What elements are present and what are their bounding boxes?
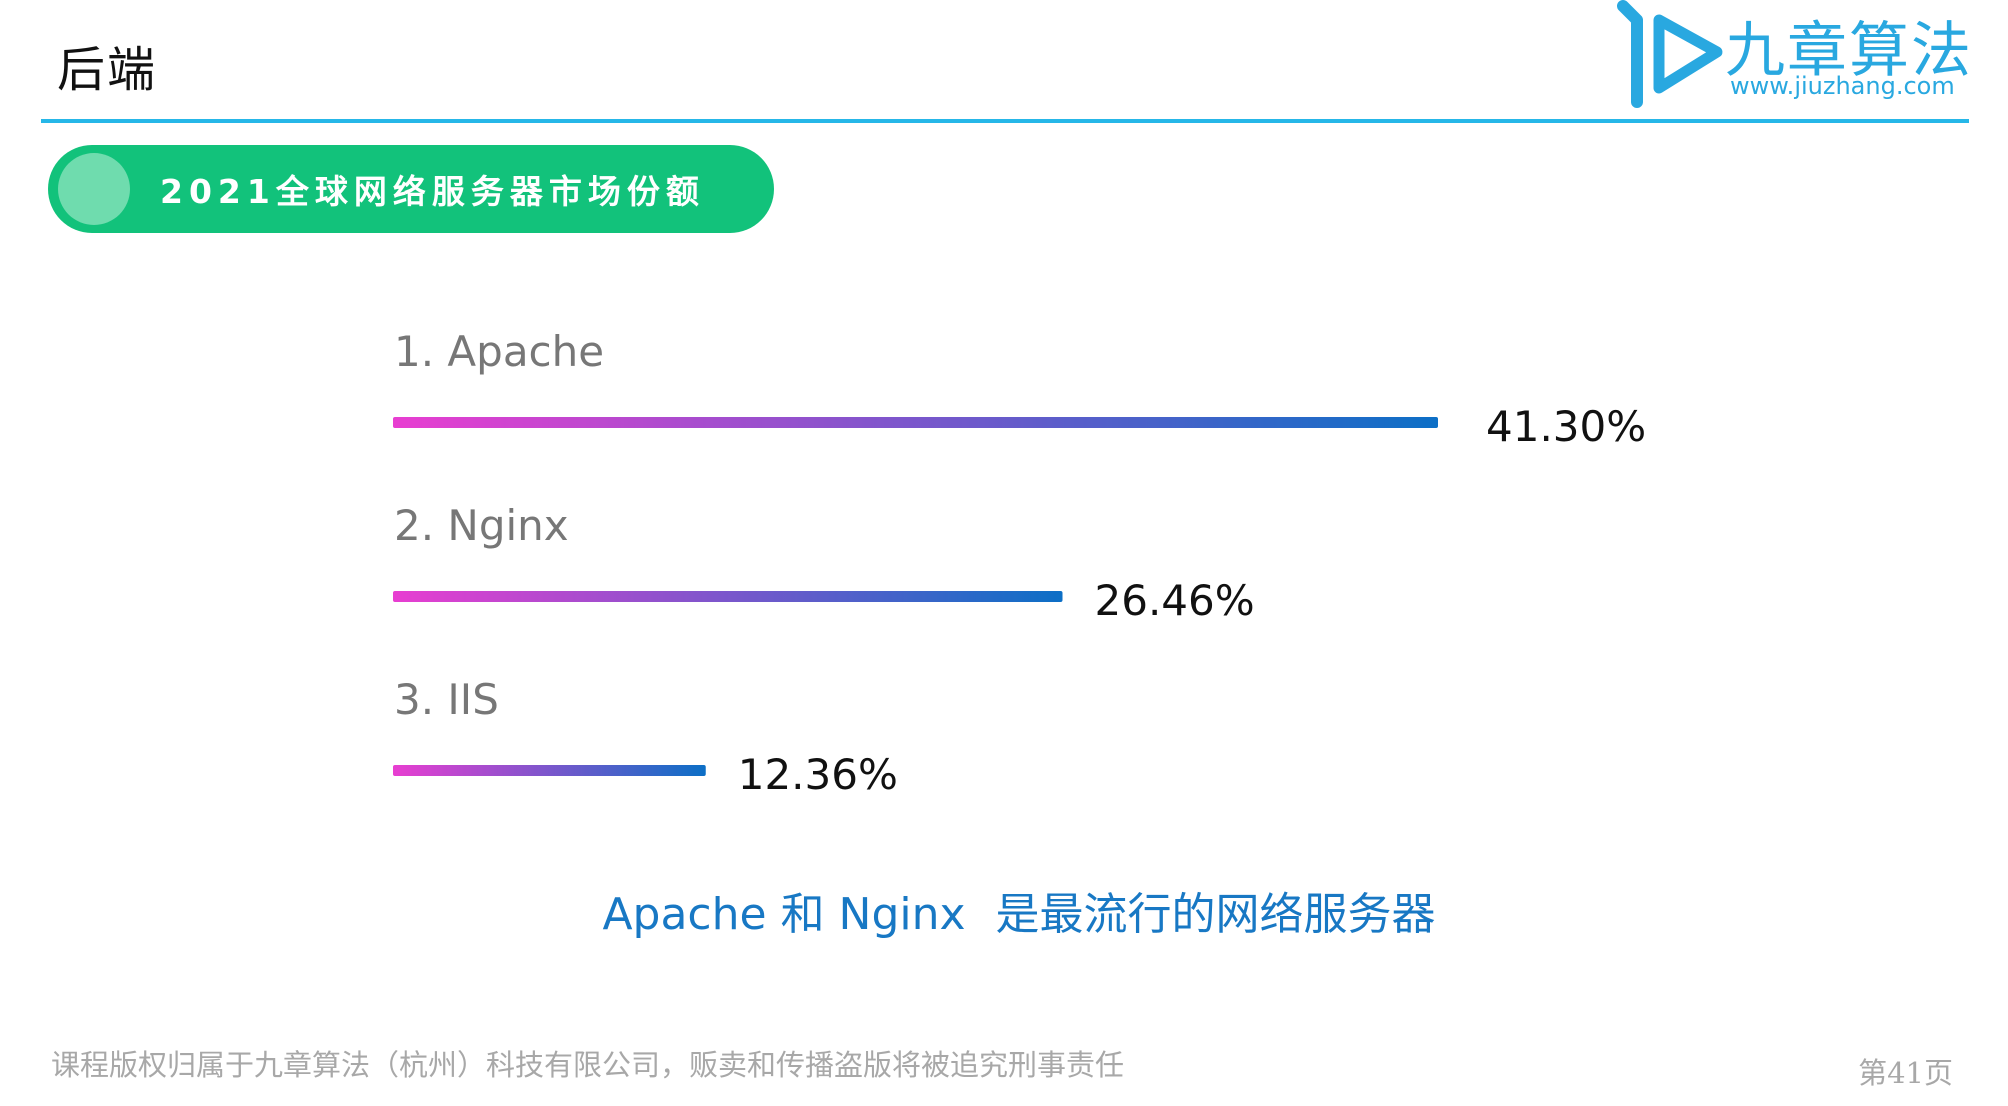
header-divider — [41, 119, 1969, 123]
logo-name: 九章算法 — [1725, 16, 1973, 86]
bar-category-label: 1. Apache — [394, 327, 604, 376]
pill-dot-icon — [58, 153, 130, 225]
bar-value-label: 26.46% — [1095, 576, 1255, 625]
brand-logo: 九章算法 www.jiuzhang.com — [1615, 0, 1975, 110]
bar-category-label: 3. IIS — [394, 675, 499, 724]
logo-mark-icon — [1617, 0, 1723, 108]
logo-url: www.jiuzhang.com — [1730, 72, 1955, 100]
conclusion-text: Apache 和 Nginx 是最流行的网络服务器 — [0, 878, 2008, 942]
section-heading: 2021全球网络服务器市场份额 — [48, 145, 774, 233]
bar — [393, 591, 1063, 602]
bar-value-label: 41.30% — [1486, 402, 1646, 451]
section-heading-label: 2021全球网络服务器市场份额 — [160, 172, 705, 211]
bar-value-label: 12.36% — [738, 750, 898, 799]
bar — [393, 417, 1438, 428]
copyright-notice: 课程版权归属于九章算法（杭州）科技有限公司，贩卖和传播盗版将被追究刑事责任 — [51, 1048, 1125, 1082]
bar — [393, 765, 706, 776]
conclusion-part-1: Apache 和 Nginx — [602, 889, 966, 940]
page-number: 第41页 — [1858, 1056, 1953, 1090]
conclusion-part-2: 是最流行的网络服务器 — [995, 889, 1436, 940]
bar-category-label: 2. Nginx — [394, 501, 569, 550]
page-title: 后端 — [57, 42, 158, 98]
